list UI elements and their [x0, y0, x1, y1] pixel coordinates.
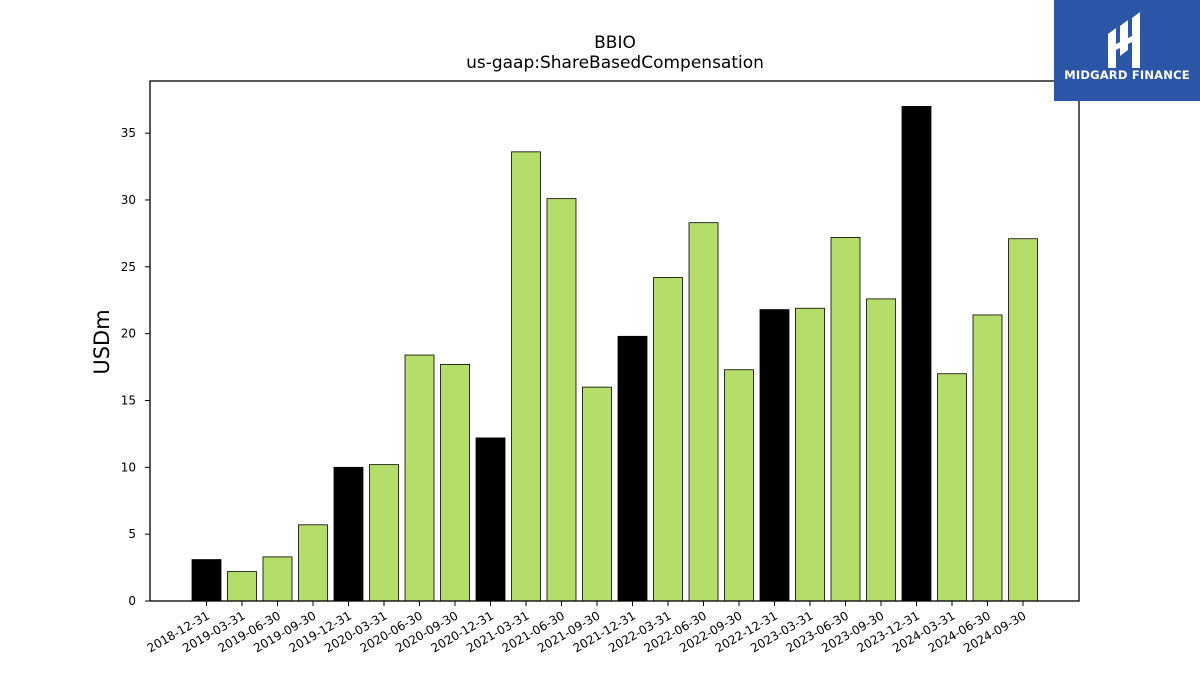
y-tick-label: 10: [121, 460, 136, 474]
midgard-logo-icon: [1108, 12, 1140, 68]
bar-2020-09-30: [440, 363, 470, 602]
y-tick-label: 5: [128, 527, 136, 541]
bar-2019-09-30: [298, 524, 328, 602]
y-axis-ticks: 0 5 10 15 20 25 30 35: [121, 126, 150, 608]
bar-2023-12-31: [901, 105, 932, 602]
chart-subtitle: us-gaap:ShareBasedCompensation: [466, 53, 764, 73]
bar-2019-03-31: [227, 571, 257, 602]
bar-2023-06-30: [830, 237, 861, 602]
bar-2022-06-30: [688, 222, 719, 602]
bar-2023-09-30: [866, 298, 896, 602]
x-axis-ticks: 2018-12-312019-03-312019-06-302019-09-30…: [145, 601, 1029, 655]
plot-frame: [149, 80, 1080, 602]
y-tick-label: 25: [121, 260, 136, 274]
bar-2022-09-30: [724, 369, 754, 602]
bar-2022-03-31: [653, 277, 683, 602]
bar-2021-03-31: [511, 151, 541, 602]
bars: [191, 105, 1038, 602]
bar-2021-09-30: [582, 386, 612, 602]
bar-2021-06-30: [546, 198, 577, 602]
y-axis-label: USDm: [90, 309, 114, 374]
bar-2024-03-31: [937, 373, 967, 602]
bar-2024-06-30: [972, 314, 1003, 602]
y-tick-label: 0: [128, 594, 136, 608]
bar-2020-12-31: [475, 437, 506, 602]
chart-title: BBIO: [594, 33, 636, 53]
y-tick-label: 20: [121, 327, 136, 341]
bar-2018-12-31: [191, 559, 222, 602]
bar-2022-12-31: [759, 309, 790, 602]
bar-2020-06-30: [404, 354, 435, 602]
bar-2023-03-31: [795, 307, 825, 602]
y-tick-label: 15: [121, 393, 136, 407]
bar-2024-09-30: [1008, 238, 1038, 602]
y-tick-label: 35: [121, 126, 136, 140]
brand-logo: MIDGARD FINANCE: [1054, 0, 1200, 101]
bar-2019-06-30: [262, 556, 293, 602]
logo-text: MIDGARD FINANCE: [1064, 68, 1190, 82]
y-tick-label: 30: [121, 193, 136, 207]
bar-2021-12-31: [617, 335, 648, 602]
bar-2019-12-31: [333, 466, 364, 602]
bar-2020-03-31: [369, 464, 399, 602]
